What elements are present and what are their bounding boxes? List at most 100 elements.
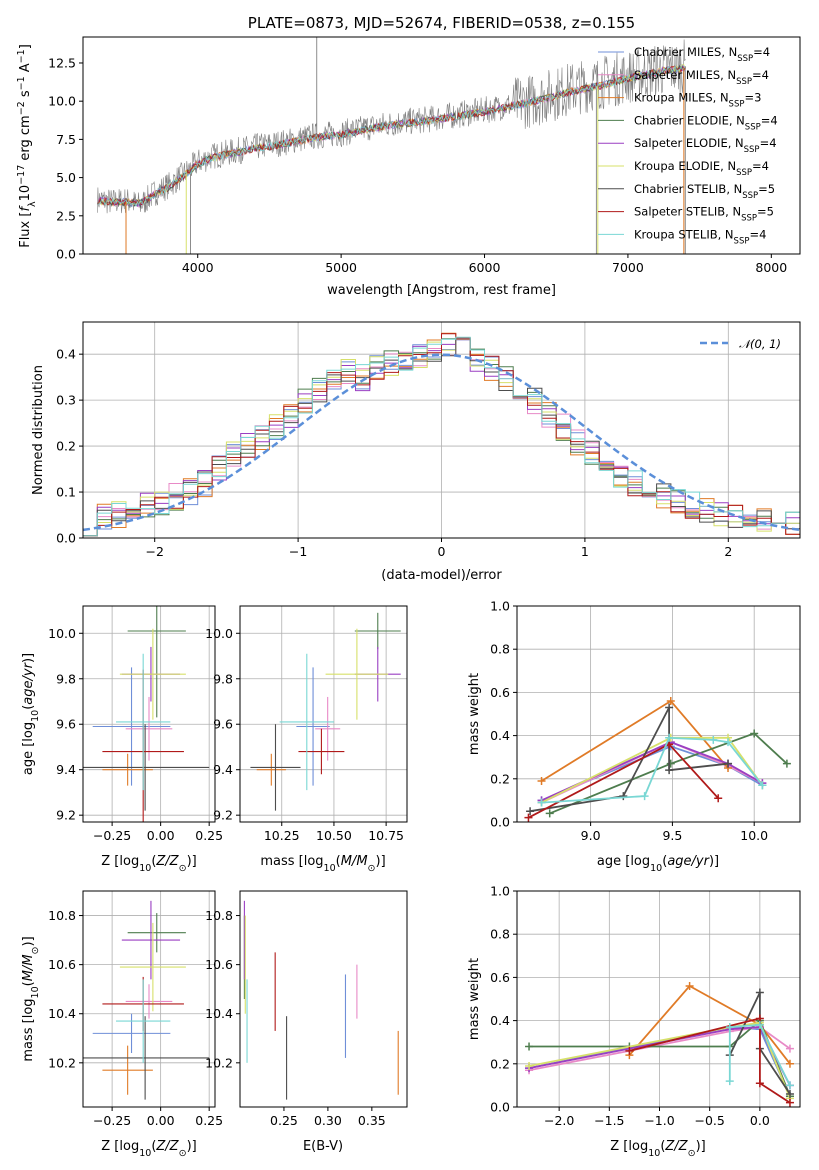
- weight-line-kroupa-miles: [628, 984, 791, 1065]
- legend-label-name: Kroupa ELODIE, N: [634, 159, 736, 173]
- y-tick-label: 9.4: [56, 762, 76, 777]
- label-part: )]: [696, 1139, 706, 1154]
- label-part: log: [21, 722, 36, 742]
- y-tick-label: 10.6: [205, 957, 233, 972]
- label-part: erg cm: [18, 115, 33, 164]
- legend-label: Kroupa ELODIE, NSSP=4: [634, 159, 769, 178]
- label-part: log: [119, 1139, 139, 1154]
- axes-frame: [516, 890, 801, 1108]
- y-tick-label: 0.4: [490, 728, 510, 743]
- massweight-vs-metallicity-panel: −2.0 −1.5 −1.0 −0.5 0.0 0.0 0.2 0.4 0.6 0.8 1.0 mas…: [467, 884, 801, 1159]
- y-tick-label: 0.8: [490, 927, 510, 942]
- histogram-step-kroupa-stelib: [83, 336, 800, 537]
- label-part: s: [18, 90, 33, 101]
- label-part: mass [: [260, 854, 303, 869]
- weight-marker-salpeter-stelib: [524, 813, 533, 822]
- y-tick-label: 0.2: [490, 1056, 510, 1071]
- label-part: (: [21, 705, 36, 710]
- weight-marker-chabrier-elodie: [750, 729, 759, 738]
- label-part: −1: [16, 76, 27, 90]
- label-part: A: [18, 63, 33, 76]
- y-tick-label: 1.0: [490, 599, 510, 614]
- label-part: −1: [16, 49, 27, 63]
- label-part: 10: [139, 863, 151, 874]
- legend-label-sub: SSP: [729, 100, 745, 110]
- weight-marker-kroupa-stelib: [725, 1077, 734, 1086]
- y-tick-label: 10.4: [48, 1006, 76, 1021]
- x-axis-label: mass [log10(M/M⊙)]: [260, 854, 385, 874]
- label-part: log: [304, 854, 324, 869]
- y-tick-label: 0.0: [56, 247, 76, 262]
- y-tick-label: 10.8: [48, 908, 76, 923]
- label-part: M/M: [21, 954, 36, 981]
- label-part: )]: [21, 936, 36, 946]
- legend-label-name: Kroupa MILES, N: [634, 91, 729, 105]
- label-part: )]: [187, 854, 197, 869]
- label-part: )]: [376, 854, 386, 869]
- x-axis-label: age [log10(age/yr)]: [597, 854, 719, 874]
- label-part: 10: [30, 986, 41, 998]
- y-tick-label: 0.8: [490, 642, 510, 657]
- axes-frame: [82, 36, 801, 255]
- plot-content: [525, 982, 794, 1107]
- weight-marker-chabrier-elodie: [666, 759, 675, 768]
- x-tick-label: 0.00: [147, 828, 175, 843]
- weight-marker-kroupa-stelib: [785, 1081, 794, 1090]
- legend-label: Salpeter STELIB, NSSP=5: [634, 205, 774, 224]
- x-tick-label: −0.25: [93, 828, 131, 843]
- label-part: age/yr: [667, 854, 710, 869]
- label-part: ]: [18, 44, 33, 49]
- legend-label-count: =5: [757, 205, 774, 219]
- plot-area: [240, 891, 407, 1107]
- x-tick-label: 0.00: [147, 1113, 175, 1128]
- label-part: ⊙: [30, 946, 41, 954]
- weight-marker-kroupa-stelib: [758, 781, 767, 790]
- weight-marker-salpeter-stelib: [625, 1046, 634, 1055]
- x-axis-label: (data-model)/error: [381, 568, 502, 583]
- age-vs-mass-panel: 10.25 10.50 10.75 9.2 9.4 9.6 9.8 10.0 mass [log…: [205, 605, 408, 874]
- plot-content: [524, 697, 791, 822]
- legend-label-sub: SSP: [736, 168, 752, 178]
- plot-content: [250, 612, 401, 811]
- y-tick-label: 10.2: [48, 1055, 76, 1070]
- label-part: log: [119, 854, 139, 869]
- axes-frame: [82, 605, 216, 823]
- massweight-vs-age-panel: 9.0 9.5 10.0 0.0 0.2 0.4 0.6 0.8 1.0 mass weight a…: [467, 599, 801, 874]
- legend-label-count: =4: [761, 113, 778, 127]
- weight-marker-chabrier-elodie: [782, 759, 791, 768]
- y-tick-label: 9.2: [56, 808, 76, 823]
- legend-label-count: =4: [752, 68, 769, 82]
- legend-label-count: =4: [760, 136, 777, 150]
- label-part: log: [21, 998, 36, 1018]
- weight-marker-salpeter-stelib: [714, 794, 723, 803]
- legend-label-sub: SSP: [737, 54, 753, 64]
- legend-label-count: =4: [753, 45, 770, 59]
- weight-marker-kroupa-stelib: [724, 738, 733, 747]
- y-tick-label: 10.4: [205, 1006, 233, 1021]
- label-part: Z/Z: [155, 1139, 179, 1154]
- y-tick-label: 0.1: [56, 485, 76, 500]
- y-axis-label: mass [log10(M/M⊙)]: [21, 936, 41, 1061]
- x-tick-label: 7000: [612, 260, 644, 275]
- x-tick-label: 9.0: [581, 828, 601, 843]
- y-tick-label: 9.8: [56, 671, 76, 686]
- x-tick-label: 9.5: [662, 828, 682, 843]
- label-part: ⊙: [688, 1148, 696, 1159]
- legend-label-sub: SSP: [742, 191, 758, 201]
- legend-label-name: Kroupa STELIB, N: [634, 227, 734, 241]
- x-axis-label: E(B-V): [303, 1139, 343, 1154]
- plot-content: [83, 606, 210, 822]
- x-tick-label: 0.35: [358, 1113, 386, 1128]
- x-axis-label: Z [log10(Z/Z⊙)]: [610, 1139, 705, 1159]
- y-tick-label: 10.6: [48, 957, 76, 972]
- label-part: (: [336, 854, 341, 869]
- legend-label-count: =4: [749, 227, 766, 241]
- plot-content: [243, 900, 399, 1100]
- y-axis-label: mass weight: [467, 673, 482, 755]
- weight-marker-kroupa-stelib: [725, 1023, 734, 1032]
- legend-label-sub: SSP: [734, 236, 750, 246]
- x-tick-label: 0.0: [750, 1113, 770, 1128]
- y-tick-label: 9.8: [213, 671, 233, 686]
- mass-vs-ebv-panel: 0.25 0.30 0.35 10.2 10.4 10.6 10.8 E(B-V): [205, 890, 408, 1154]
